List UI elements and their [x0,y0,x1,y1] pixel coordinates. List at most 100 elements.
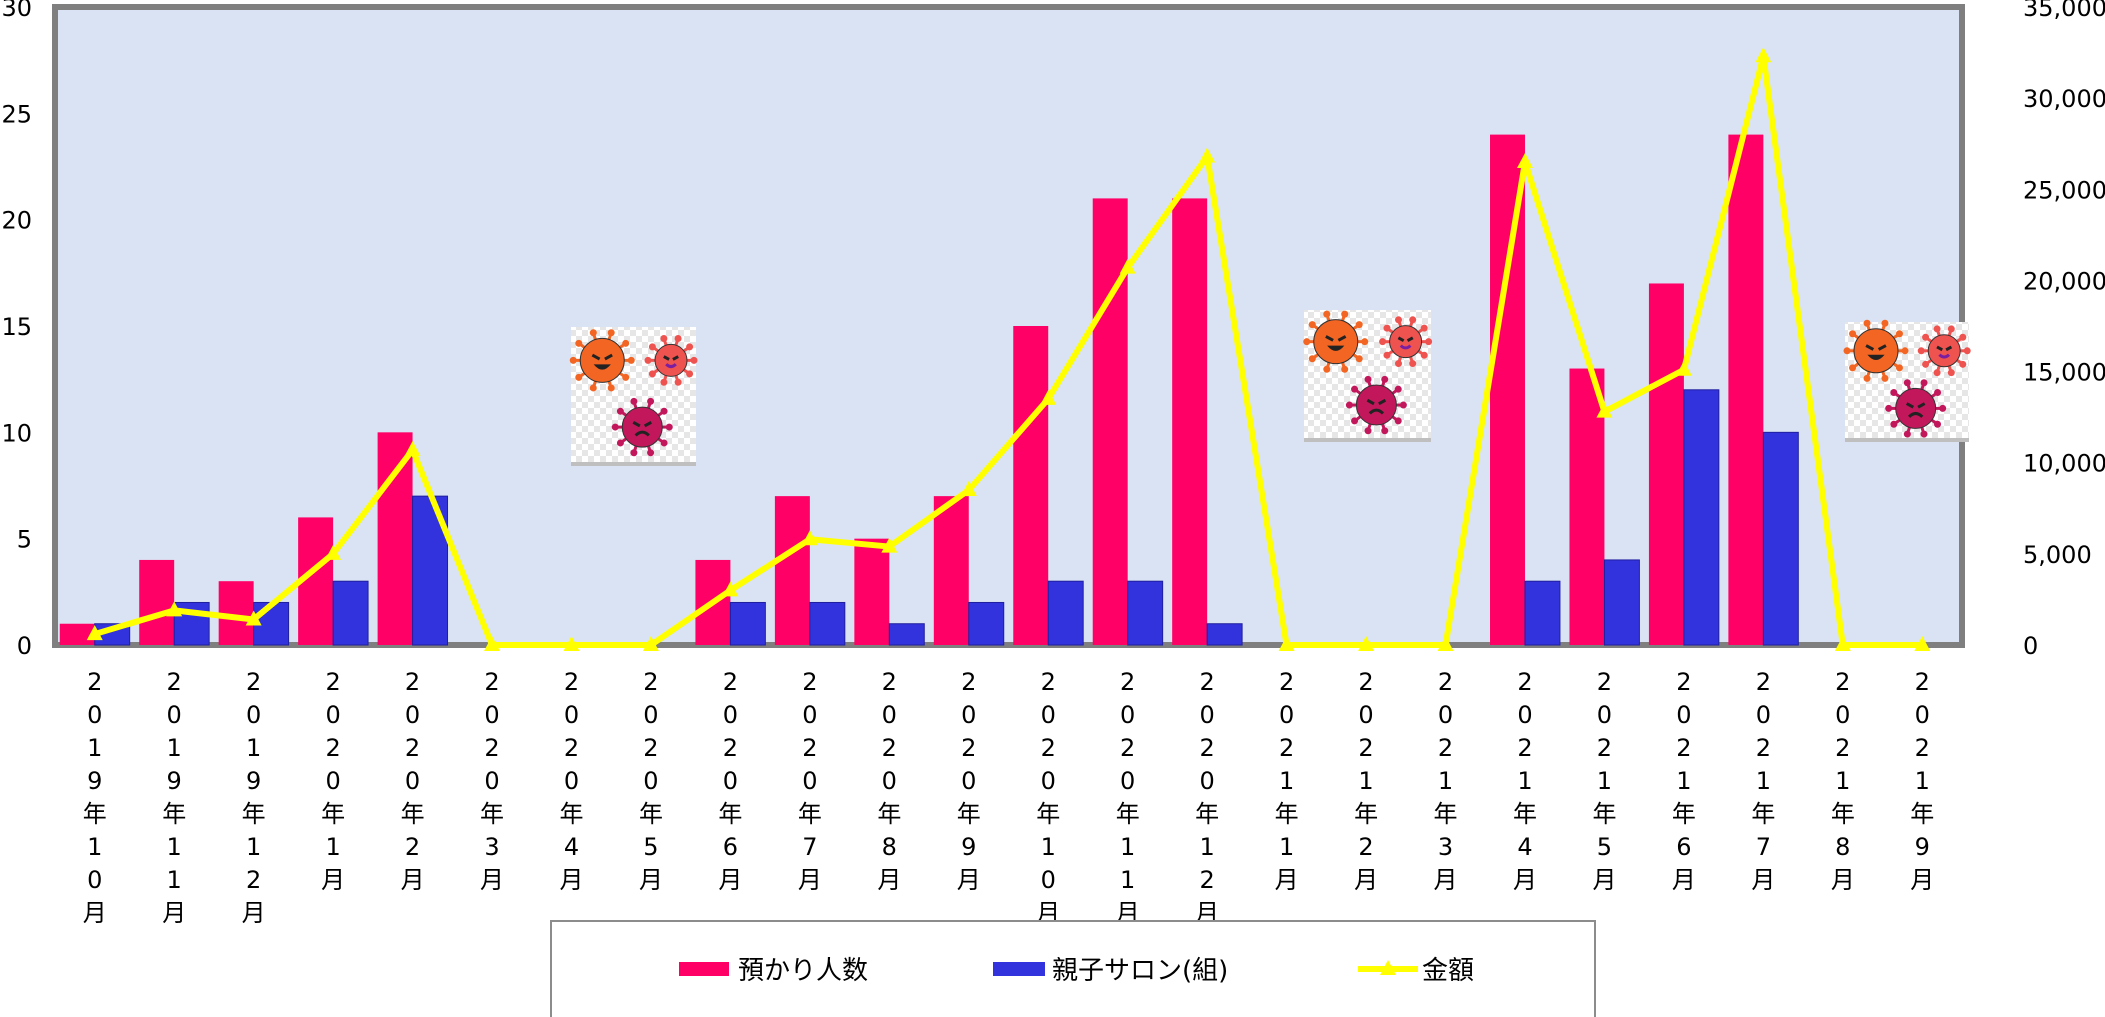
virus-body [654,343,688,377]
x-tick-char: 0 [961,701,976,729]
virus-spike-tip [665,423,673,431]
virus-spike-tip [1351,385,1359,393]
x-tick-char: 2 [1517,734,1532,762]
virus-spike-tip [569,356,577,364]
x-tick-char: 1 [246,833,261,861]
x-tick-char: 2 [1041,734,1056,762]
x-tick-char: 1 [1676,767,1691,795]
virus-spike-tip [660,439,668,447]
x-tick-char: 2 [405,833,420,861]
virus-body [579,337,625,383]
virus-spike-tip [1920,379,1928,387]
marker-13-金額 [1040,389,1057,405]
x-tick-label: 2 0 2 1 年 9 月 [1910,668,1934,894]
right-tick-label: 35,000 [2023,0,2105,22]
x-tick-char: 0 [1279,701,1294,729]
virus-spike-tip [575,339,583,347]
marker-4-金額 [325,544,342,560]
x-tick-char: 0 [484,767,499,795]
virus-spike-tip [1355,355,1363,363]
x-tick-char: 2 [1279,668,1294,696]
virus-spike-tip [1394,360,1402,368]
bar-22-預かり人数 [1728,134,1764,645]
x-tick-char: 0 [1676,701,1691,729]
virus-spike-tip [1890,420,1898,428]
virus-spike-tip [607,329,615,337]
x-tick-char: 0 [723,701,738,729]
x-tick-label: 2 0 1 9 年 1 2 月 [242,668,266,927]
x-tick-label: 2 0 2 1 年 4 月 [1513,668,1537,894]
x-tick-char: 2 [1358,668,1373,696]
virus-mouth [593,364,611,370]
plot-top-border [52,4,1965,10]
x-tick-char: 年 [1434,800,1458,828]
x-tick-char: 年 [559,800,583,828]
virus-spike-tip [589,329,597,337]
virus-brow [1877,344,1887,351]
x-tick-char: 年 [1116,800,1140,828]
x-tick-char: 2 [802,668,817,696]
x-tick-char: 0 [1358,701,1373,729]
virus-spike-tip [1849,364,1857,372]
virus-spike-tip [660,334,668,342]
virus-brow [1865,344,1875,351]
x-tick-char: 年 [798,800,822,828]
x-tick-char: 年 [1036,800,1060,828]
virus-spike-tip [1409,360,1417,368]
bar-22-親子サロン [1762,431,1799,646]
x-tick-char: 年 [1592,800,1616,828]
x-tick-char: 年 [401,800,425,828]
virus-brow [1406,336,1414,343]
bar-10-親子サロン [809,601,846,646]
virus-spike-tip [1361,338,1369,346]
marker-23-金額 [1834,636,1851,651]
right-tick-label: 30,000 [2023,85,2105,113]
x-tick-char: 2 [167,668,182,696]
x-tick-char: 2 [723,734,738,762]
x-tick-char: 1 [87,734,102,762]
virus-spike-tip [1383,351,1391,359]
bar-15-親子サロン [1206,623,1243,646]
virus-spike-tip [674,378,682,386]
x-tick-char: 1 [1041,833,1056,861]
bar-19-預かり人数 [1490,134,1525,645]
virus-body [1389,325,1423,359]
x-tick-char: 年 [1672,800,1696,828]
bar-11-親子サロン [888,623,925,646]
x-tick-label: 2 0 2 0 年 8 月 [877,668,901,894]
x-tick-char: 0 [564,767,579,795]
virus-spike-tip [1399,401,1407,409]
x-tick-char: 月 [798,866,822,894]
x-tick-char: 0 [1835,701,1850,729]
x-tick-char: 月 [162,899,186,927]
x-tick-char: 年 [242,800,266,828]
x-tick-char: 月 [718,866,742,894]
virus-brow [591,353,601,361]
series-line-金額 [93,53,1923,648]
virus-spike-tip [616,407,624,415]
virus-spike-tip [648,370,656,378]
virus-spike-tip [1934,389,1942,397]
x-tick-label: 2 0 2 1 年 8 月 [1831,668,1855,894]
x-tick-char: 年 [83,800,107,828]
x-tick-char: 2 [1279,734,1294,762]
x-tick-char: 月 [1275,866,1299,894]
x-tick-char: 月 [957,866,981,894]
x-tick-char: 2 [882,668,897,696]
x-tick-label: 2 0 2 0 年 9 月 [957,668,981,894]
x-tick-char: 1 [167,833,182,861]
virus-spike-tip [686,370,694,378]
marker-5-金額 [404,440,421,456]
x-tick-char: 年 [1513,800,1537,828]
x-tick-char: 2 [1517,668,1532,696]
x-tick-char: 9 [246,767,261,795]
x-tick-char: 月 [321,866,345,894]
marker-7-金額 [563,636,580,651]
x-tick-char: 1 [1835,767,1850,795]
bar-20-親子サロン [1603,559,1640,646]
x-axis-line [52,642,1965,648]
virus-spike-tip [647,449,655,457]
virus-spike-tip [1394,417,1402,425]
x-tick-char: 7 [1756,833,1771,861]
